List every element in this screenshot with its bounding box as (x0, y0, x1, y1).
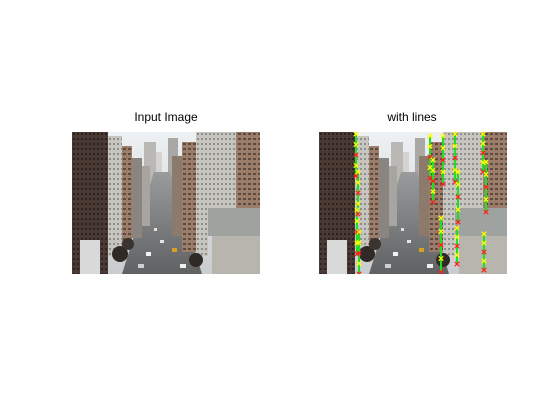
line-point-marker (430, 167, 436, 174)
line-end-marker (440, 181, 446, 187)
line-start-marker (481, 231, 487, 237)
line-end-marker (356, 271, 362, 274)
line-end-marker (430, 199, 436, 205)
line-point-marker (430, 188, 436, 195)
line-point-marker (355, 190, 361, 196)
line-point-marker (356, 239, 362, 246)
line-start-marker (483, 159, 489, 165)
line-point-marker (353, 162, 359, 169)
line-point-marker (427, 143, 433, 150)
detected-lines-overlay (353, 132, 489, 274)
line-point-marker (356, 250, 362, 256)
line-point-marker (353, 152, 359, 158)
line-start-marker (455, 169, 461, 175)
line-point-marker (440, 169, 446, 175)
line-end-marker (353, 173, 359, 179)
line-end-marker (438, 269, 444, 274)
line-start-marker (454, 225, 460, 231)
line-start-marker (452, 132, 458, 137)
line-start-marker (427, 133, 433, 139)
street-photo (72, 132, 260, 274)
line-point-marker (452, 155, 458, 161)
line-point-marker (452, 167, 458, 173)
line-point-marker (480, 150, 486, 156)
line-point-marker (454, 252, 460, 258)
line-point-marker (440, 157, 446, 163)
line-end-marker (455, 219, 461, 225)
line-point-marker (354, 218, 360, 224)
line-end-marker (454, 261, 460, 267)
line-point-marker (483, 184, 489, 190)
line-start-marker (430, 157, 436, 163)
line-start-marker (438, 215, 444, 221)
line-point-marker (430, 178, 436, 184)
input-image-title: Input Image (134, 110, 198, 124)
line-point-marker (480, 140, 486, 147)
line-point-marker (438, 242, 444, 248)
line-start-marker (356, 229, 362, 235)
line-point-marker (438, 228, 444, 235)
line-point-marker (440, 145, 446, 151)
with-lines-title: with lines (387, 110, 437, 124)
line-point-marker (438, 255, 444, 262)
line-point-marker (452, 143, 458, 149)
line-start-marker (440, 133, 446, 139)
line-point-marker (481, 249, 487, 255)
line-point-marker (454, 243, 460, 249)
line-point-marker (455, 206, 461, 213)
line-point-marker (483, 196, 489, 203)
line-point-marker (454, 234, 460, 240)
line-start-marker (355, 169, 361, 175)
line-start-marker (353, 132, 359, 137)
with-lines-axes (319, 132, 507, 274)
line-point-marker (455, 194, 461, 200)
line-point-marker (355, 179, 361, 186)
line-start-marker (480, 132, 486, 137)
line-point-marker (355, 200, 361, 207)
line-end-marker (483, 209, 489, 215)
line-point-marker (481, 258, 487, 264)
line-point-marker (356, 260, 362, 267)
line-point-marker (481, 240, 487, 246)
line-end-marker (481, 267, 487, 273)
line-point-marker (354, 229, 360, 235)
input-image-axes (72, 132, 260, 274)
line-point-marker (455, 181, 461, 188)
line-end-marker (355, 211, 361, 217)
line-point-marker (483, 171, 489, 178)
line-point-marker (353, 141, 359, 148)
line-start-marker (354, 207, 360, 213)
